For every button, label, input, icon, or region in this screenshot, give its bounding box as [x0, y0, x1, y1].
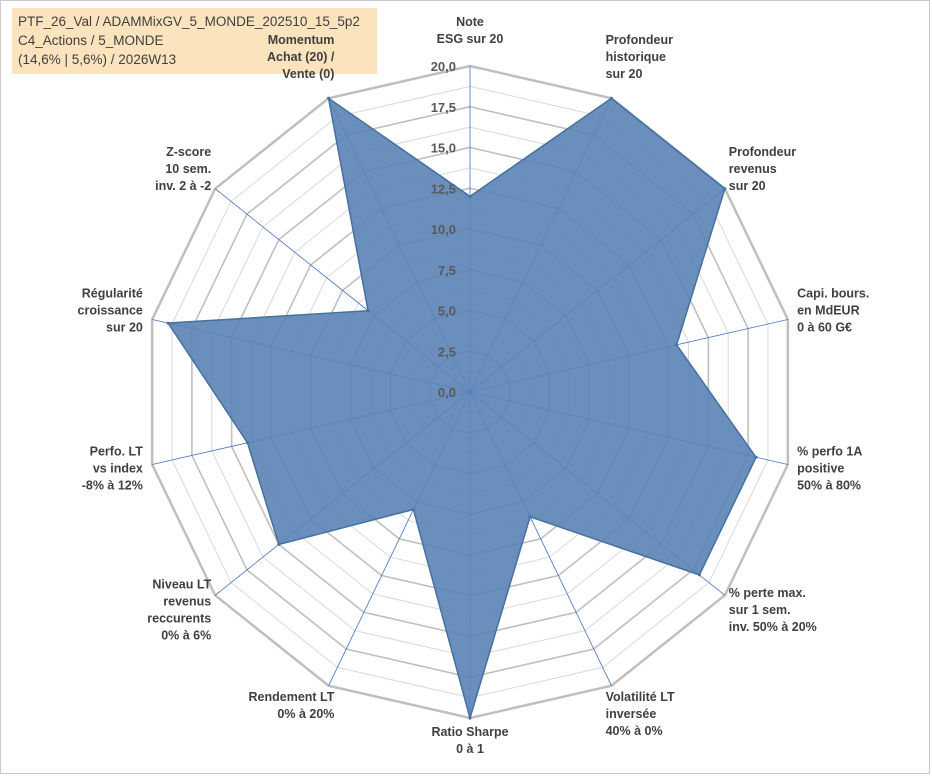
axis-label: Rendement LT — [249, 690, 335, 704]
series-area — [166, 96, 757, 721]
axis-label: 50% à 80% — [797, 478, 861, 492]
axis-label: revenus — [163, 595, 211, 609]
series-point — [166, 321, 170, 325]
radial-tick-label: 2,5 — [438, 344, 456, 359]
series-point — [411, 507, 415, 511]
series-point — [723, 187, 727, 191]
axis-label: positive — [797, 461, 844, 475]
axis-label: 0% à 6% — [161, 629, 211, 643]
axis-label: historique — [606, 50, 666, 64]
series-point — [468, 194, 472, 198]
axis-label: % perte max. — [729, 586, 806, 600]
portfolio-stats: (14,6% | 5,6%) / 2026W13 — [18, 52, 177, 67]
axis-label: ESG sur 20 — [437, 32, 504, 46]
axis-label: Momentum — [268, 33, 335, 47]
axis-label: Niveau LT — [152, 578, 211, 592]
series-point — [277, 542, 281, 546]
axis-label: Capi. bours. — [797, 287, 869, 301]
radar-tick-labels: 0,0 2,5 5,0 7,5 10,0 12,5 15,0 17,5 20,0 — [431, 59, 456, 400]
axis-label: sur 1 sem. — [729, 603, 791, 617]
axis-label: vs index — [93, 461, 143, 475]
axis-label: 0 à 60 G€ — [797, 321, 852, 335]
series-point — [675, 343, 679, 347]
axis-label: 40% à 0% — [606, 724, 663, 738]
axis-label: Note — [456, 15, 484, 29]
axis-label: sur 20 — [729, 179, 766, 193]
radial-tick-label: 12,5 — [431, 181, 456, 196]
axis-label: reccurents — [147, 612, 211, 626]
portfolio-info-box: PTF_26_Val / ADAMMixGV_5_MONDE_202510_15… — [12, 8, 377, 74]
axis-label: 0% à 20% — [277, 707, 334, 721]
axis-label: Perfo. LT — [90, 444, 144, 458]
axis-label: Volatilité LT — [606, 690, 675, 704]
axis-label: Ratio Sharpe — [431, 725, 508, 739]
axis-label: revenus — [729, 162, 777, 176]
axis-label: Achat (20) / — [267, 50, 335, 64]
series-point — [327, 96, 331, 100]
radial-tick-label: 5,0 — [438, 304, 456, 319]
radial-tick-label: 17,5 — [431, 100, 456, 115]
axis-label: Vente (0) — [282, 67, 334, 81]
series-point — [754, 455, 758, 459]
axis-label: en MdEUR — [797, 304, 860, 318]
axis-label: -8% à 12% — [82, 478, 143, 492]
portfolio-name: PTF_26_Val / ADAMMixGV_5_MONDE_202510_15… — [18, 14, 360, 29]
axis-label: % perfo 1A — [797, 444, 862, 458]
axis-label: Régularité — [82, 287, 143, 301]
axis-label: sur 20 — [106, 321, 143, 335]
series-point — [468, 716, 472, 720]
portfolio-category: C4_Actions / 5_MONDE — [18, 33, 164, 48]
axis-label: 0 à 1 — [456, 742, 484, 756]
radial-tick-label: 7,5 — [438, 263, 456, 278]
radial-tick-label: 0,0 — [438, 385, 456, 400]
axis-label: Profondeur — [729, 145, 796, 159]
radar-axis-labels: Note ESG sur 20 Profondeur historique sur 20… — [78, 15, 870, 756]
radial-tick-label: 20,0 — [431, 59, 456, 74]
series-point — [246, 441, 250, 445]
series-point — [366, 309, 370, 313]
radial-tick-label: 15,0 — [431, 141, 456, 156]
axis-label: Z-score — [166, 145, 211, 159]
radar-series — [166, 96, 758, 721]
radial-tick-label: 10,0 — [431, 222, 456, 237]
axis-label: inv. 2 à -2 — [155, 179, 211, 193]
series-point — [528, 515, 532, 519]
axis-label: sur 20 — [606, 67, 643, 81]
axis-label: inversée — [606, 707, 657, 721]
axis-label: croissance — [78, 304, 143, 318]
axis-label: inv. 50% à 20% — [729, 620, 817, 634]
axis-label: Profondeur — [606, 33, 673, 47]
series-point — [697, 573, 701, 577]
axis-label: 10 sem. — [165, 162, 211, 176]
series-point — [609, 96, 613, 100]
